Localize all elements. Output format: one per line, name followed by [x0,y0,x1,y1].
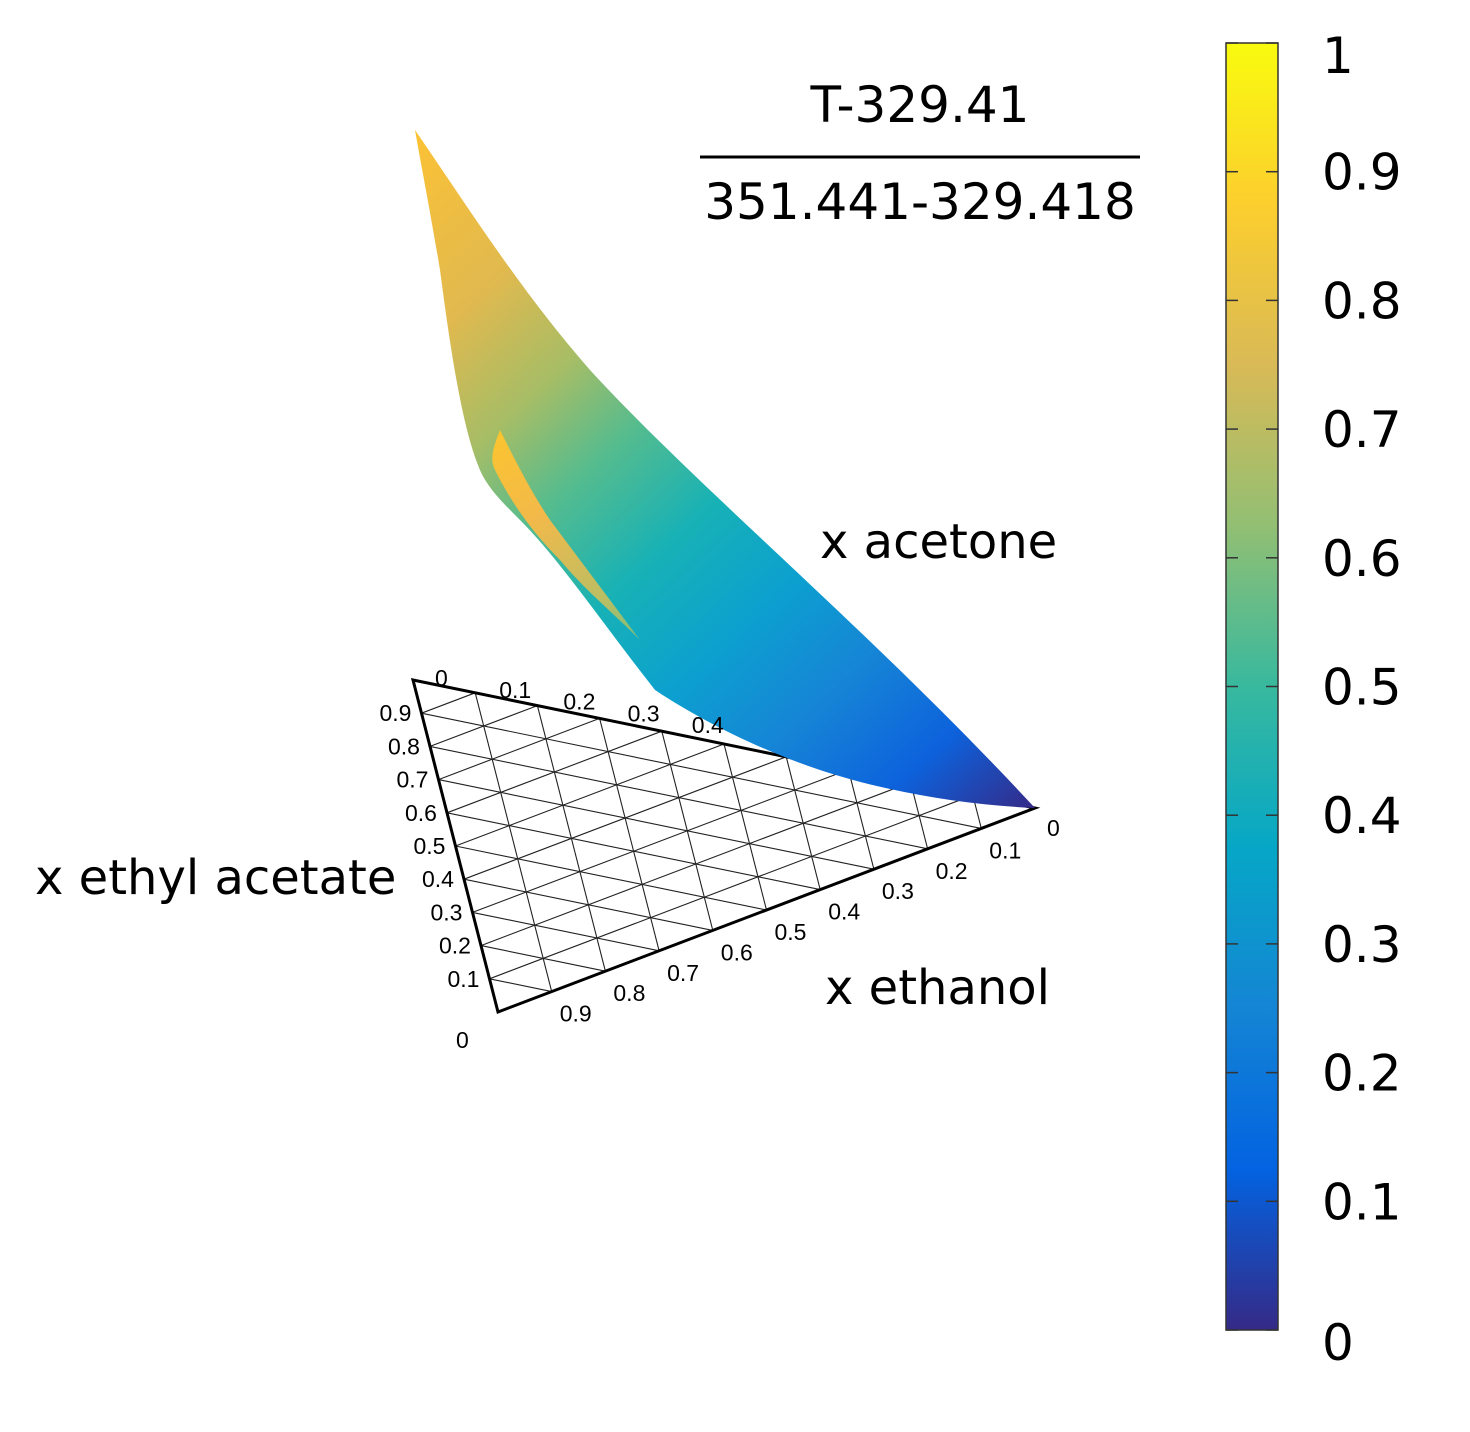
grid-line [438,779,875,870]
ethyl-acetate-tick-label: 0.5 [414,833,446,859]
ethyl-acetate-tick-label: 0.3 [431,899,463,925]
colorbar-tick-label: 0.2 [1322,1045,1402,1103]
ethanol-tick-label: 0 [1047,815,1060,841]
colorbar-ticks: 0 0.1 0.2 0.3 0.4 0.5 0.6 0.7 0.8 0.9 1 [1226,27,1402,1372]
acetone-tick-label: 0.2 [563,689,595,715]
axis-title-ethyl-acetate: x ethyl acetate [35,850,397,906]
ethyl-acetate-tick-label: 0.9 [380,700,412,726]
ethyl-acetate-tick-label: 0.7 [397,767,429,793]
grid-line [455,743,725,847]
colorbar-tick-label: 0 [1322,1314,1354,1372]
ethanol-tick-label: 0.7 [667,960,699,986]
grid-line [723,743,768,911]
title-numerator: T-329.41 [810,76,1030,134]
colorbar-tick-label: 0.3 [1322,916,1402,974]
grid-line [421,692,476,714]
colorbar-tick-label: 0.5 [1322,659,1402,717]
colorbar-tick-label: 0.1 [1322,1173,1402,1231]
grid-line [463,756,787,880]
ethyl-acetate-tick-label: 0.6 [405,800,437,826]
axis-title-acetone: x acetone [820,514,1058,570]
grid-line [429,705,538,747]
ethanol-tick-label: 0.5 [775,919,807,945]
grid-line [847,769,875,870]
axis-title-ethanol: x ethanol [825,960,1050,1016]
colorbar-tick-label: 1 [1322,27,1354,85]
ethanol-tick-label: 0.2 [936,858,968,884]
ethanol-tick-label: 0.9 [560,1001,592,1027]
ethyl-acetate-tick-label: 0 [456,1027,469,1053]
ethyl-acetate-tick-label: 0.1 [448,966,480,992]
ethanol-tick-label: 0.8 [613,980,645,1006]
ternary-triangle-border [410,678,1041,1014]
title-denominator: 351.441-329.418 [704,173,1136,231]
ethanol-tick-label: 0.1 [989,837,1021,863]
acetone-tick-label: 0 [435,665,448,691]
ethyl-acetate-tick-label: 0.2 [439,933,471,959]
grid-line [489,978,552,993]
grid-line [480,781,911,947]
ethyl-acetate-tick-label: 0.4 [422,866,454,892]
acetone-axis-ticks: 0 0.1 0.2 0.3 0.4 [435,665,724,738]
colorbar-tick-label: 0.6 [1322,530,1402,588]
grid-line [489,794,973,980]
surface-fold [492,430,640,640]
ethanol-axis-ticks: 0.9 0.8 0.7 0.6 0.5 0.4 0.3 0.2 0.1 0 [560,815,1060,1027]
colorbar-tick-label: 0.7 [1322,401,1402,459]
acetone-tick-label: 0.4 [692,712,724,738]
ethanol-tick-label: 0.4 [828,899,860,925]
grid-line [446,730,662,814]
surface-main [415,130,1035,808]
ethanol-tick-label: 0.6 [721,939,753,965]
ternary-grid [421,692,982,993]
grid-line [474,692,553,992]
grid-line [599,718,660,951]
grid-line [472,769,849,913]
acetone-tick-label: 0.3 [628,700,660,726]
grid-line [438,717,600,781]
acetone-tick-label: 0.1 [499,677,531,703]
colorbar-tick-label: 0.4 [1322,787,1402,845]
colorbar-tick-label: 0.8 [1322,272,1402,330]
grid-line [421,712,982,829]
colorbar-tick-label: 0.9 [1322,144,1402,202]
grid-line [455,845,767,911]
grid-line [472,911,660,952]
ethanol-tick-label: 0.3 [882,878,914,904]
ethyl-acetate-axis-ticks: 0.9 0.8 0.7 0.6 0.5 0.4 0.3 0.2 0.1 0 [380,700,480,1053]
ethyl-acetate-tick-label: 0.8 [388,733,420,759]
